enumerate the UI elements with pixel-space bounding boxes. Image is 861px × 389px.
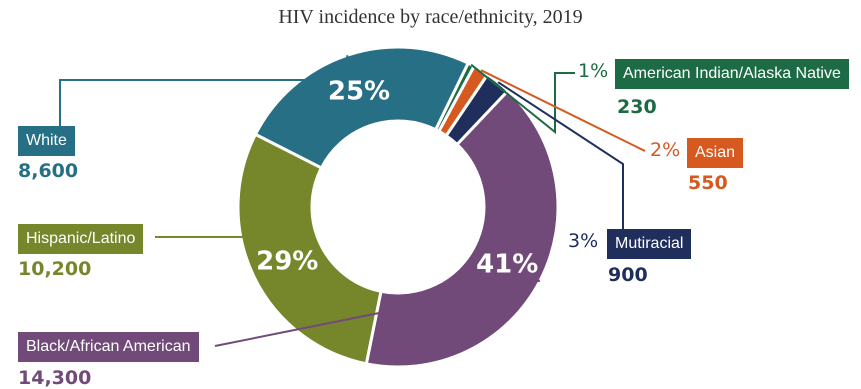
leader-line-black-african-american <box>214 279 541 347</box>
pct-label-hispanic-latino: 29% <box>256 247 318 277</box>
pct-label-white: 25% <box>328 76 390 106</box>
label-hispanic-latino: Hispanic/Latino <box>18 224 144 254</box>
value-asian: 550 <box>688 172 728 194</box>
chart-title: HIV incidence by race/ethnicity, 2019 <box>278 6 583 28</box>
slice-black-african-american <box>364 88 560 369</box>
slice-hispanic-latino <box>236 132 383 366</box>
label-black-african-american: Black/African American <box>18 332 199 362</box>
value-white: 8,600 <box>18 160 79 182</box>
label-multiracial: Mutiracial <box>607 229 692 259</box>
label-american-indian: American Indian/Alaska Native <box>615 59 849 89</box>
value-hispanic-latino: 10,200 <box>18 258 92 280</box>
value-multiracial: 900 <box>608 264 648 286</box>
pct-american-indian: 1% <box>578 60 609 82</box>
leader-line-american-indian-alaska-native <box>470 63 575 135</box>
pct-label-black-african-american: 41% <box>476 250 538 280</box>
pct-asian: 2% <box>650 139 681 161</box>
leader-line-asian <box>480 69 646 152</box>
leader-line-mutiracial <box>497 81 624 231</box>
pct-multiracial: 3% <box>568 230 599 252</box>
leader-line-white <box>59 55 349 138</box>
label-white: White <box>18 126 75 156</box>
value-black-african-american: 14,300 <box>18 367 92 389</box>
value-american-indian: 230 <box>617 96 657 118</box>
label-asian: Asian <box>687 138 744 168</box>
